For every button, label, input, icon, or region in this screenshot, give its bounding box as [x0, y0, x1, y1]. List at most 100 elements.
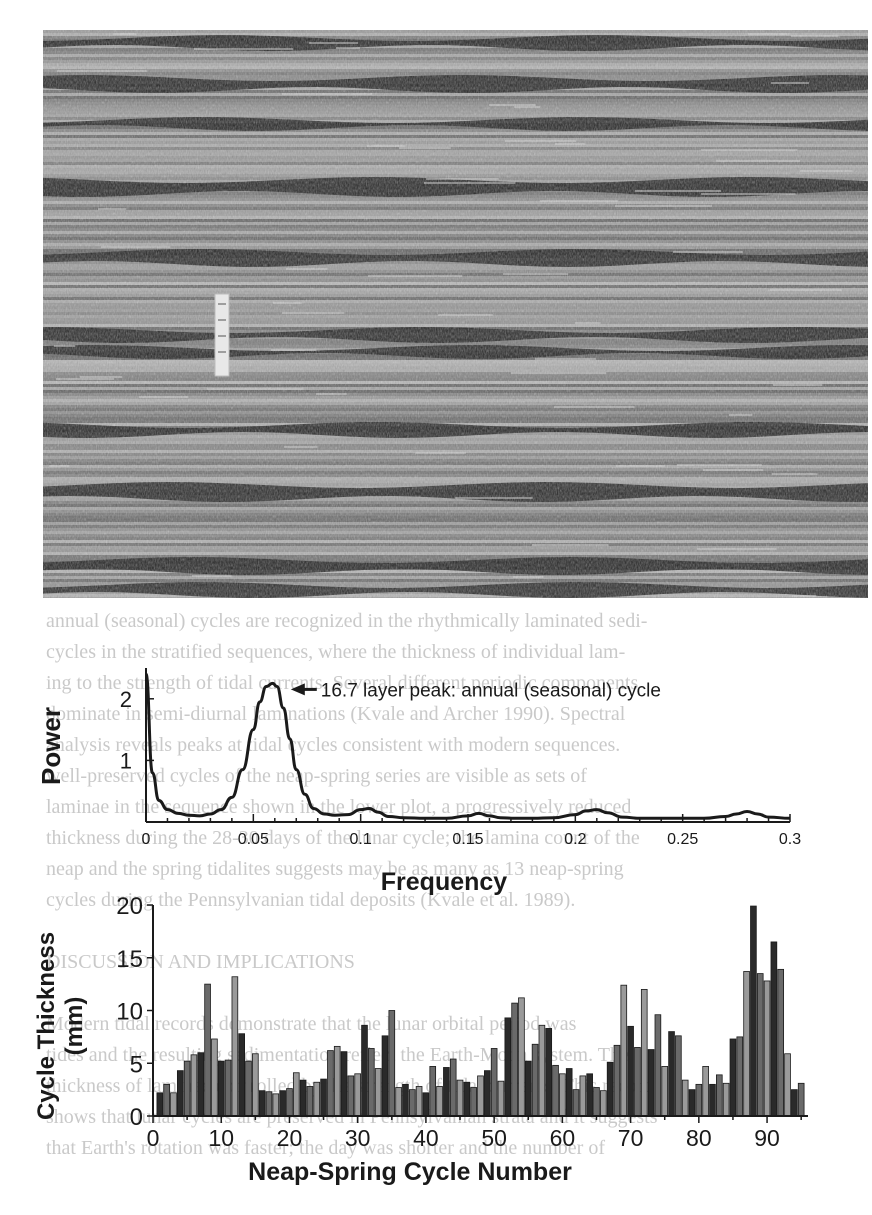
thickness-bar: [709, 1083, 716, 1117]
thickness-bar: [170, 1092, 177, 1117]
thickness-bar: [756, 973, 764, 1117]
thickness-bar: [668, 1031, 675, 1117]
thickness-bar: [286, 1088, 293, 1117]
background-text-line: well-preserved cycles of the neap-spring…: [46, 765, 587, 787]
thickness-bar: [327, 1050, 334, 1117]
thickness-bar: [538, 1024, 546, 1117]
thickness-bar: [183, 1060, 191, 1117]
thickness-bar: [579, 1075, 587, 1117]
thickness-bar: [415, 1086, 423, 1117]
cycle-thickness-axis-title-line1: Cycle Thickness: [33, 932, 60, 1120]
frequency-axis-title: Frequency: [381, 868, 508, 896]
background-text-line: neap and the spring tidalites suggests m…: [46, 858, 624, 880]
thickness-bar: [347, 1075, 355, 1117]
background-text-line: thickness during the 28-30 days of the l…: [46, 827, 640, 849]
thickness-bar: [463, 1081, 471, 1117]
thickness-bar: [702, 1066, 709, 1117]
thickness-bar: [211, 1038, 218, 1117]
background-text-line: that Earth's rotation was faster; the da…: [46, 1137, 605, 1159]
thickness-bar: [204, 983, 211, 1117]
thickness-bar: [258, 1090, 266, 1117]
thickness-bar: [224, 1059, 232, 1117]
thickness-bar: [600, 1090, 607, 1117]
thickness-bar: [265, 1091, 273, 1117]
thickness-bar: [313, 1081, 321, 1117]
thickness-bar: [443, 1067, 450, 1117]
c1-x-tick-label: 0.05: [238, 831, 269, 848]
cycle-thickness-axis-title-line2: (mm): [61, 997, 88, 1056]
thickness-bar: [688, 1089, 696, 1117]
thickness-bar: [402, 1083, 409, 1117]
thickness-bar: [770, 941, 778, 1117]
thickness-bar: [490, 1048, 498, 1117]
c2-y-tick-label: 15: [116, 946, 143, 973]
thickness-bar: [470, 1087, 477, 1117]
thickness-bar: [361, 1024, 368, 1117]
thickness-bar: [729, 1038, 737, 1117]
power-spectrum-chart: 0 0.05 0.1 0.15 0.2 0.25 0.3 1 2 16.7 layer peak…: [36, 668, 801, 896]
c1-y-tick-label: 2: [120, 687, 132, 712]
power-axis-title: Power: [36, 707, 66, 785]
figure-charts: 0 0.05 0.1 0.15 0.2 0.25 0.3 1 2 16.7 layer peak…: [33, 668, 808, 1186]
thickness-bar: [647, 1049, 655, 1117]
thickness-bar: [354, 1073, 361, 1117]
annotation-arrow-icon: [290, 683, 305, 696]
thickness-bar: [736, 1036, 744, 1117]
c2-x-tick-label: 60: [550, 1125, 576, 1151]
thickness-bar: [695, 1083, 703, 1117]
thickness-bar: [368, 1048, 375, 1117]
thickness-bar: [449, 1058, 457, 1117]
thickness-bar: [750, 905, 757, 1117]
thickness-bar: [722, 1082, 730, 1117]
thickness-bar: [408, 1089, 416, 1117]
thickness-bar: [238, 1033, 245, 1117]
background-text-line: cycles in the stratified sequences, wher…: [46, 641, 626, 663]
thickness-bar: [279, 1090, 286, 1117]
c2-x-tick-label: 30: [345, 1125, 371, 1151]
thickness-bar: [545, 1028, 553, 1117]
thickness-bar: [333, 1045, 341, 1117]
c1-x-tick-label: 0.1: [350, 831, 372, 848]
thickness-bar: [217, 1060, 225, 1117]
thickness-bar: [791, 1089, 798, 1117]
thickness-bar: [340, 1051, 348, 1117]
background-text-line: DISCUSSION AND IMPLICATIONS: [46, 951, 355, 973]
thickness-bar: [586, 1073, 593, 1117]
c2-x-tick-label: 0: [147, 1125, 160, 1151]
background-text-line: annual (seasonal) cycles are recognized …: [46, 610, 648, 632]
c1-x-tick-label: 0.25: [667, 831, 698, 848]
c1-x-tick-label: 0.3: [779, 831, 801, 848]
annual-cycle-annotation: 16.7 layer peak: annual (seasonal) cycle: [321, 680, 661, 701]
c2-x-tick-label: 10: [208, 1125, 234, 1151]
thickness-bar: [436, 1086, 443, 1117]
thickness-bar: [395, 1087, 402, 1117]
c1-x-tick-label: 0: [142, 831, 151, 848]
thickness-bar: [272, 1093, 280, 1117]
cycle-thickness-chart: 0 10 20 30 40 50 60 70 80 90 0 5 10 15 20 Cycle Thickn…: [33, 893, 808, 1186]
thickness-bar: [606, 1061, 614, 1117]
c2-y-tick-label: 10: [116, 999, 143, 1026]
c2-x-tick-label: 20: [277, 1125, 303, 1151]
thickness-bar: [245, 1060, 252, 1117]
thickness-bar: [627, 1025, 634, 1117]
thickness-bar: [299, 1079, 307, 1117]
thickness-bar: [716, 1074, 723, 1117]
c2-x-tick-label: 70: [618, 1125, 644, 1151]
thickness-bar: [422, 1092, 430, 1117]
c2-x-tick-label: 80: [686, 1125, 712, 1151]
background-text-line: ing to the strength of tidal currents. S…: [46, 672, 639, 694]
thickness-bar: [681, 1079, 689, 1117]
c2-y-tick-label: 5: [130, 1051, 143, 1078]
thickness-bar: [593, 1087, 600, 1117]
thickness-bar: [497, 1080, 505, 1117]
thickness-bar: [675, 1035, 682, 1117]
background-text-line: laminae in the sequence shown in the low…: [46, 796, 632, 818]
thickness-bar: [620, 984, 628, 1117]
thickness-bar: [661, 1066, 669, 1117]
thickness-bar: [176, 1070, 184, 1117]
c2-x-tick-label: 40: [413, 1125, 439, 1151]
thickness-bar: [640, 988, 648, 1117]
neap-spring-axis-title: Neap-Spring Cycle Number: [248, 1158, 572, 1186]
thickness-bar: [524, 1060, 532, 1117]
thickness-bar: [511, 1002, 518, 1117]
